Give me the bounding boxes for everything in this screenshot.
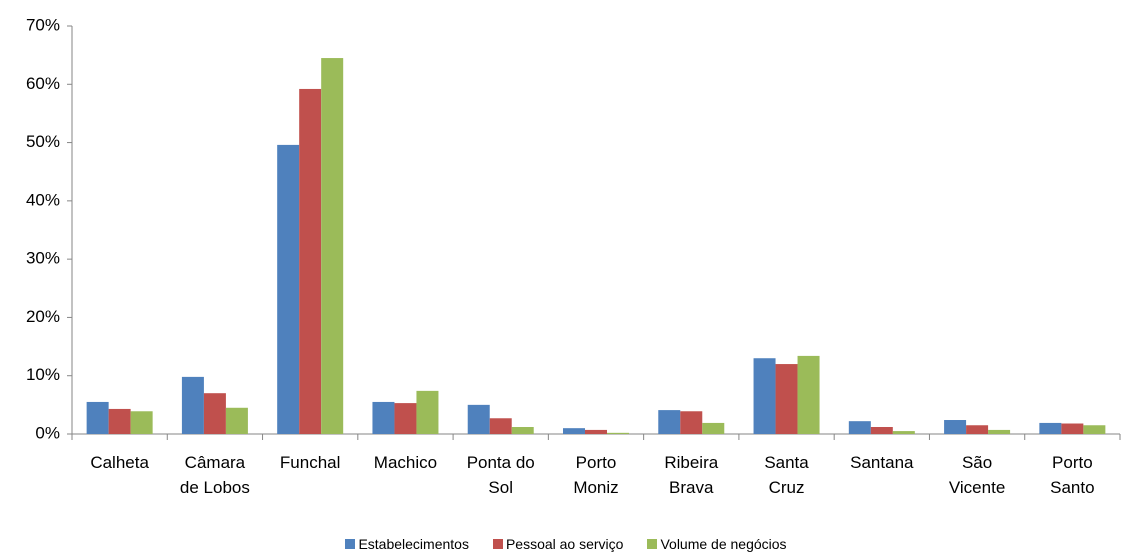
bar: [1061, 423, 1084, 434]
bar: [585, 429, 607, 434]
legend-item: Estabelecimentos: [345, 535, 469, 553]
bar: [489, 418, 512, 434]
legend: Estabelecimentos Pessoal ao serviço Volume…: [0, 535, 1132, 553]
y-tick-label: 10%: [26, 365, 60, 384]
bar: [775, 364, 798, 434]
bar: [86, 401, 109, 434]
x-tick-label: Porto Santo: [1050, 453, 1095, 497]
legend-label: Estabelecimentos: [358, 536, 469, 552]
legend-item: Volume de negócios: [647, 535, 787, 553]
bar: [966, 425, 989, 434]
y-tick-label: 70%: [26, 15, 60, 34]
legend-item: Pessoal ao serviço: [492, 535, 624, 553]
bar: [892, 431, 915, 434]
legend-swatch: [492, 539, 503, 549]
bar: [225, 407, 248, 434]
y-tick-label: 0%: [35, 423, 60, 442]
x-tick-label: Santana: [850, 453, 914, 472]
x-tick-label: Funchal: [279, 453, 341, 472]
bar: [181, 376, 204, 434]
bar: [848, 421, 871, 434]
y-tick-label: 50%: [26, 132, 60, 151]
x-tick-label: Ribeira Brava: [664, 453, 719, 497]
bar: [394, 403, 417, 434]
bar: [467, 404, 490, 434]
bar: [511, 427, 534, 434]
x-tick-label: Santa Cruz: [764, 453, 809, 497]
y-tick-label: 30%: [26, 249, 60, 268]
x-tick-label: Porto Moniz: [573, 453, 619, 497]
legend-swatch: [647, 539, 658, 549]
x-tick-label: Ponta do Sol: [466, 453, 535, 497]
bar: [416, 390, 439, 434]
y-tick-label: 40%: [26, 190, 60, 209]
bar: [797, 355, 820, 434]
bar: [753, 358, 776, 434]
bar: [988, 429, 1011, 434]
y-tick-label: 60%: [26, 74, 60, 93]
bar: [870, 427, 893, 434]
bar: [607, 432, 629, 434]
bar: [277, 144, 300, 434]
legend-label: Pessoal ao serviço: [505, 536, 624, 552]
bar: [658, 410, 681, 434]
x-tick-label: São Vicente: [948, 453, 1006, 497]
legend-swatch: [345, 539, 356, 549]
y-tick-label: 20%: [26, 307, 60, 326]
bar: [130, 411, 153, 434]
bar: [944, 420, 967, 434]
bar: [299, 88, 322, 434]
bar: [372, 401, 395, 434]
bar: [1039, 422, 1062, 434]
bar: [1083, 425, 1106, 434]
legend-label: Volume de negócios: [660, 536, 787, 552]
x-tick-label: Machico: [373, 453, 438, 472]
x-tick-label: Câmara de Lobos: [179, 453, 250, 497]
bar: [203, 393, 226, 434]
bar: [108, 408, 131, 434]
bar: [321, 58, 344, 435]
bar: [680, 411, 703, 434]
bar: [563, 428, 585, 434]
bar: [702, 422, 725, 434]
x-tick-label: Calheta: [90, 453, 149, 472]
